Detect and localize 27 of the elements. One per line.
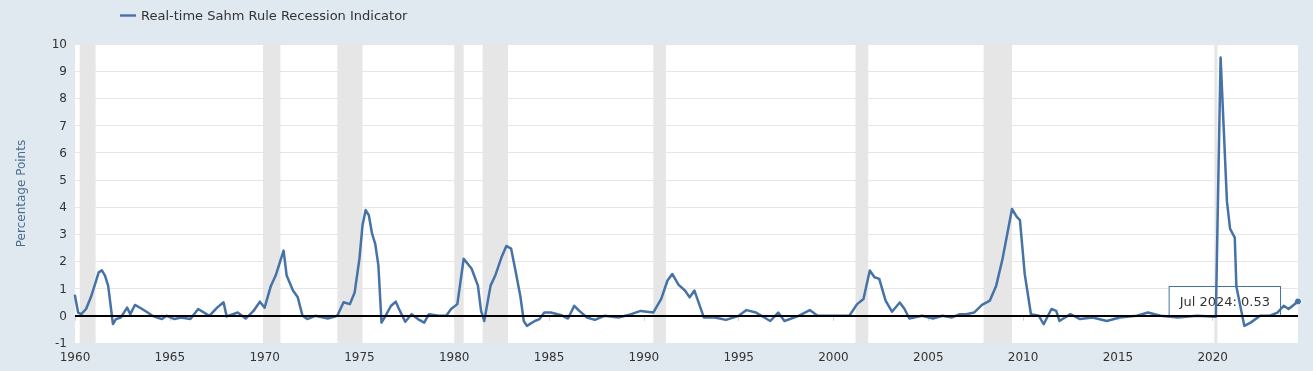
x-tick-label: 1995 xyxy=(723,350,754,364)
y-tick-label: 8 xyxy=(59,91,67,106)
x-tick-label: 1990 xyxy=(628,350,660,364)
x-tick-label: 1975 xyxy=(344,350,375,364)
legend-label: Real-time Sahm Rule Recession Indicator xyxy=(141,8,409,23)
x-tick-label: 1985 xyxy=(533,350,565,364)
y-tick-label: 9 xyxy=(59,64,67,79)
y-tick-label: 7 xyxy=(59,118,67,133)
y-tick-label: 6 xyxy=(59,145,67,160)
x-tick-label: 1960 xyxy=(59,350,91,364)
y-tick-label: 3 xyxy=(59,227,67,242)
x-tick-label: 2020 xyxy=(1197,350,1228,364)
y-tick-label: 10 xyxy=(51,37,67,51)
x-tick-label: 1980 xyxy=(438,350,470,364)
x-tick-label: 2000 xyxy=(818,350,849,364)
y-tick-label: 0 xyxy=(59,308,67,323)
y-tick-label: 5 xyxy=(59,172,67,187)
x-tick-label: 1970 xyxy=(249,350,280,364)
y-tick-label: 2 xyxy=(59,254,67,269)
y-axis-title: Percentage Points xyxy=(14,139,28,248)
y-tick-label: -1 xyxy=(55,336,67,350)
y-tick-label: 1 xyxy=(59,281,67,296)
y-tick-label: 4 xyxy=(59,200,67,215)
x-tick-label: 2015 xyxy=(1102,350,1134,364)
x-tick-label: 1965 xyxy=(154,350,186,364)
x-tick-label: 2005 xyxy=(913,350,944,364)
x-tick-label: 2010 xyxy=(1007,350,1039,364)
